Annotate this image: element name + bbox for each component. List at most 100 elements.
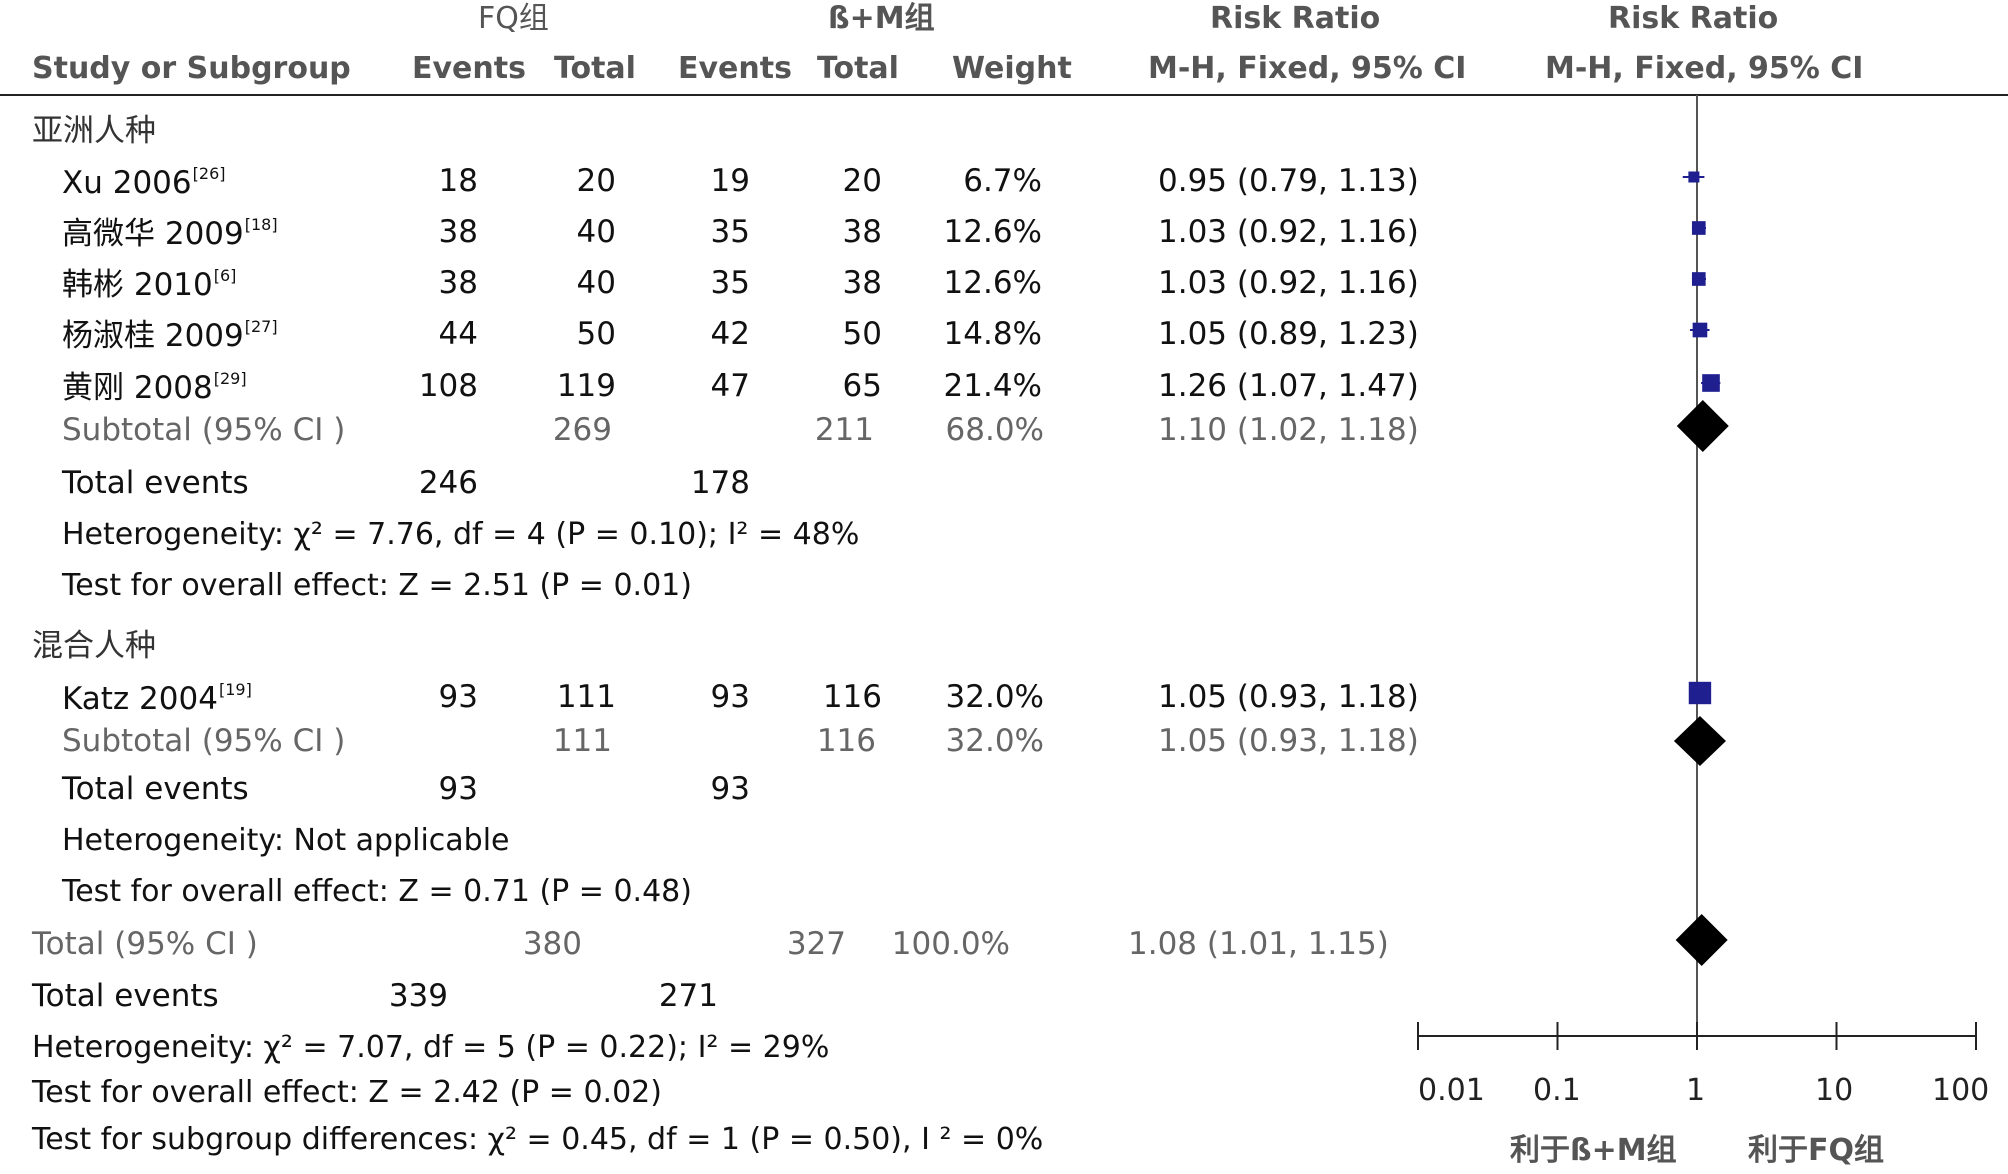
subtotal-total1: 111: [552, 723, 612, 759]
axis-tick-label: 100: [1932, 1073, 1990, 1108]
subgroup-difference-text: Test for subgroup differences: χ² = 0.45…: [32, 1122, 1044, 1157]
total2-cell: 116: [822, 679, 882, 715]
total2-cell: 50: [842, 316, 882, 352]
group1-header: FQ组: [478, 1, 549, 36]
total-total2: 327: [786, 926, 846, 962]
rr-method-header: M-H, Fixed, 95% CI: [1148, 51, 1467, 86]
total-events-label: Total events: [62, 771, 249, 807]
study-box: [1702, 374, 1720, 392]
events1-cell: 38: [438, 265, 478, 301]
total1-cell: 40: [576, 265, 616, 301]
total1-cell: 50: [576, 316, 616, 352]
total-weight: 100.0%: [891, 926, 1010, 962]
study-box: [1688, 171, 1700, 183]
total1-cell: 119: [556, 368, 616, 404]
total-events-label: Total events: [62, 465, 249, 501]
total-events1: 339: [388, 978, 448, 1014]
weight-cell: 21.4%: [943, 368, 1042, 404]
total-ci: 1.08 (1.01, 1.15): [1128, 926, 1389, 962]
heterogeneity-text: Heterogeneity: Not applicable: [62, 823, 510, 858]
study-box: [1691, 221, 1706, 235]
favours-left-label: 利于ß+M组: [1510, 1133, 1677, 1168]
total1-header: Total: [554, 51, 636, 86]
study-name: Xu 2006[26]: [62, 164, 226, 201]
subtotal-total2: 211: [814, 412, 874, 448]
summary-diamond: [1673, 716, 1726, 766]
total1-cell: 40: [576, 214, 616, 250]
favours-right-label: 利于FQ组: [1748, 1133, 1884, 1168]
weight-cell: 6.7%: [963, 163, 1042, 199]
subgroup-title: 亚洲人种: [32, 113, 156, 149]
group2-header: ß+M组: [828, 1, 935, 36]
total2-header: Total: [817, 51, 899, 86]
risk-ratio-plot-header: Risk Ratio: [1608, 1, 1779, 36]
total1-cell: 111: [556, 679, 616, 715]
study-name: 高微华 2009[18]: [62, 215, 278, 252]
ci-cell: 1.03 (0.92, 1.16): [1158, 214, 1419, 250]
study-name: 韩彬 2010[6]: [62, 266, 237, 303]
study-box: [1692, 322, 1708, 338]
weight-cell: 12.6%: [943, 214, 1042, 250]
events1-cell: 108: [418, 368, 478, 404]
study-column-header: Study or Subgroup: [32, 51, 351, 86]
events1-cell: 93: [438, 679, 478, 715]
weight-cell: 14.8%: [943, 316, 1042, 352]
events2-cell: 35: [710, 214, 750, 250]
summary-diamond: [1676, 400, 1729, 452]
events2-cell: 35: [710, 265, 750, 301]
events1-cell: 38: [438, 214, 478, 250]
study-name: 黄刚 2008[29]: [62, 369, 247, 406]
overall-effect-text: Test for overall effect: Z = 0.71 (P = 0…: [62, 874, 692, 909]
subtotal-total2: 116: [816, 723, 876, 759]
total-events2: 93: [710, 771, 750, 807]
study-name: Katz 2004[19]: [62, 680, 252, 717]
events2-cell: 19: [710, 163, 750, 199]
summary-diamond: [1675, 914, 1728, 966]
subtotal-weight: 68.0%: [945, 412, 1044, 448]
total-events2: 271: [658, 978, 718, 1014]
total-total1: 380: [522, 926, 582, 962]
subtotal-label: Subtotal (95% CI ): [62, 723, 346, 759]
subtotal-weight: 32.0%: [945, 723, 1044, 759]
total2-cell: 20: [842, 163, 882, 199]
ci-cell: 1.26 (1.07, 1.47): [1158, 368, 1419, 404]
weight-header: Weight: [952, 51, 1072, 86]
risk-ratio-header: Risk Ratio: [1210, 1, 1381, 36]
study-box: [1691, 272, 1706, 286]
overall-effect-text: Test for overall effect: Z = 2.42 (P = 0…: [32, 1075, 662, 1110]
events1-cell: 44: [438, 316, 478, 352]
total-events1: 93: [438, 771, 478, 807]
axis-tick-label: 10: [1815, 1073, 1854, 1108]
events2-cell: 42: [710, 316, 750, 352]
total-label: Total (95% CI ): [32, 926, 258, 962]
subtotal-label: Subtotal (95% CI ): [62, 412, 346, 448]
ci-cell: 1.03 (0.92, 1.16): [1158, 265, 1419, 301]
total-events2: 178: [690, 465, 750, 501]
axis-tick-label: 1: [1686, 1073, 1706, 1108]
total2-cell: 38: [842, 214, 882, 250]
total2-cell: 38: [842, 265, 882, 301]
axis-tick-label: 0.1: [1533, 1073, 1581, 1108]
weight-cell: 32.0%: [945, 679, 1044, 715]
events2-header: Events: [678, 51, 792, 86]
events2-cell: 47: [710, 368, 750, 404]
overall-heterogeneity-text: Heterogeneity: χ² = 7.07, df = 5 (P = 0.…: [32, 1030, 830, 1065]
subgroup-title: 混合人种: [32, 628, 156, 664]
subtotal-total1: 269: [552, 412, 612, 448]
total2-cell: 65: [842, 368, 882, 404]
subtotal-ci: 1.10 (1.02, 1.18): [1158, 412, 1419, 448]
weight-cell: 12.6%: [943, 265, 1042, 301]
total-events-label: Total events: [32, 978, 219, 1014]
ci-cell: 0.95 (0.79, 1.13): [1158, 163, 1419, 199]
study-box: [1688, 681, 1712, 705]
axis-tick-label: 0.01: [1418, 1073, 1485, 1108]
total-events1: 246: [418, 465, 478, 501]
study-name: 杨淑桂 2009[27]: [62, 317, 278, 354]
overall-effect-text: Test for overall effect: Z = 2.51 (P = 0…: [62, 568, 692, 603]
events1-cell: 18: [438, 163, 478, 199]
heterogeneity-text: Heterogeneity: χ² = 7.76, df = 4 (P = 0.…: [62, 517, 860, 552]
events1-header: Events: [412, 51, 526, 86]
subtotal-ci: 1.05 (0.93, 1.18): [1158, 723, 1419, 759]
ci-cell: 1.05 (0.93, 1.18): [1158, 679, 1419, 715]
